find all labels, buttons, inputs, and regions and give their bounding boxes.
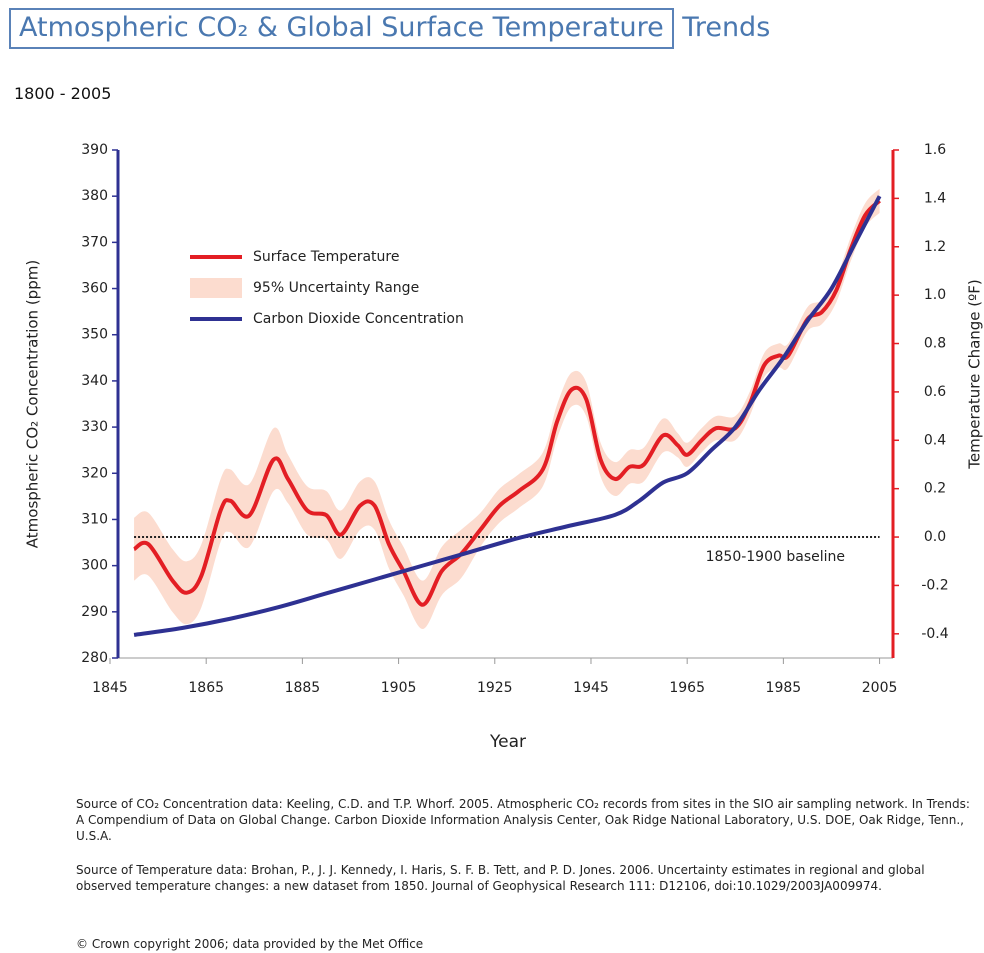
note: Source of CO₂ Concentration data: Keelin…: [76, 797, 970, 843]
y2-axis-label: Temperature Change (ºF): [966, 279, 984, 469]
y-tick-label: 360: [81, 281, 108, 297]
legend-label: Surface Temperature: [253, 249, 399, 265]
y2-tick-label: 0.2: [924, 481, 946, 497]
y-tick-label: 280: [81, 650, 108, 666]
y2-tick-label: -0.4: [921, 626, 948, 642]
y-tick-label: 330: [81, 419, 108, 435]
baseline-label: 1850-1900 baseline: [706, 549, 845, 565]
y2-tick-label: 1.2: [924, 239, 946, 255]
x-tick-label: 1865: [188, 680, 224, 696]
y-tick-label: 340: [81, 373, 108, 389]
x-axis-label: Year: [489, 732, 526, 752]
note: Source of Temperature data: Brohan, P., …: [76, 863, 925, 893]
y2-tick-label: 1.4: [924, 190, 946, 206]
y2-tick-label: 0.8: [924, 336, 946, 352]
legend-label: Carbon Dioxide Concentration: [253, 311, 464, 327]
y2-tick-label: 0.6: [924, 384, 946, 400]
y-tick-label: 380: [81, 188, 108, 204]
legend-label: 95% Uncertainty Range: [253, 280, 419, 296]
x-tick-label: 1925: [477, 680, 513, 696]
y2-tick-label: 0.0: [924, 529, 946, 545]
y2-tick-label: -0.2: [921, 577, 948, 593]
note: © Crown copyright 2006; data provided by…: [76, 937, 424, 951]
y-tick-label: 390: [81, 142, 108, 158]
x-tick-label: 2005: [862, 680, 898, 696]
y-tick-label: 370: [81, 234, 108, 250]
y2-tick-label: 0.4: [924, 432, 946, 448]
y2-tick-label: 1.0: [924, 287, 946, 303]
x-tick-label: 1965: [669, 680, 705, 696]
uncertainty-band: [134, 188, 880, 629]
y2-tick-label: 1.6: [924, 142, 946, 158]
y-tick-label: 300: [81, 558, 108, 574]
title-suffix: Trends: [682, 12, 771, 43]
chart: 1850-1900 baseline 280 290 300 310 320 330 340 3…: [24, 142, 984, 752]
y-tick-label: 350: [81, 327, 108, 343]
y-tick-label: 320: [81, 465, 108, 481]
y-tick-label: 290: [81, 604, 108, 620]
y-tick-label: 310: [81, 511, 108, 527]
legend-swatch: [190, 278, 242, 298]
x-tick-label: 1945: [573, 680, 609, 696]
subtitle: 1800 - 2005: [14, 84, 112, 103]
y-axis-label: Atmospheric CO₂ Concentration (ppm): [24, 260, 42, 548]
temperature-line: [132, 199, 881, 607]
x-tick-label: 1985: [766, 680, 802, 696]
title-box: Atmospheric CO₂ & Global Surface Tempera…: [9, 8, 674, 49]
x-tick-label: 1885: [285, 680, 321, 696]
x-tick-label: 1905: [381, 680, 417, 696]
x-tick-label: 1845: [92, 680, 128, 696]
title: Atmospheric CO₂ & Global Surface Tempera…: [9, 8, 771, 49]
co2-line: [133, 195, 882, 637]
